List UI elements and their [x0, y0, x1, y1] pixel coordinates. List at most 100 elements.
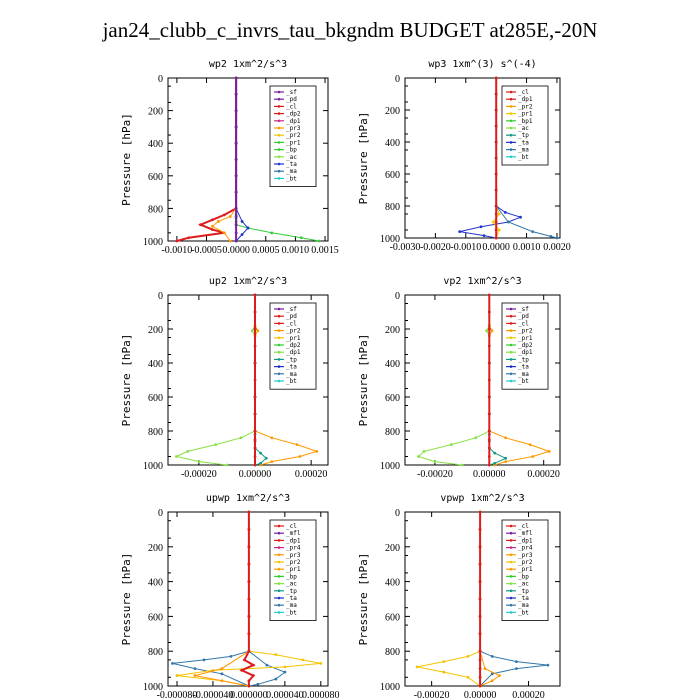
series-point: [490, 672, 494, 676]
legend-marker: [277, 611, 281, 614]
series-point: [225, 463, 229, 467]
series-point: [234, 239, 238, 243]
legend-marker: [277, 589, 281, 593]
legend-marker: [509, 141, 513, 144]
series-point: [442, 670, 446, 674]
x-tick-label: 0.00020: [512, 690, 545, 700]
y-tick-label: 200: [385, 543, 400, 554]
series-point: [478, 675, 482, 679]
legend-label: _dp2: [286, 342, 301, 349]
series-point: [250, 329, 254, 333]
y-tick-label: 0: [395, 74, 400, 85]
legend-marker: [509, 343, 513, 347]
legend-marker: [509, 379, 513, 383]
legend-marker: [509, 307, 513, 311]
legend-label: _ma: [286, 602, 297, 609]
legend-label: _dp1: [286, 349, 301, 356]
legend-marker: [509, 372, 513, 376]
series-point: [222, 213, 226, 217]
y-tick-label: 1000: [380, 461, 400, 472]
series-point: [253, 438, 257, 441]
series-point: [487, 446, 491, 450]
y-axis-label: Pressure [hPa]: [120, 113, 133, 206]
legend-label: _pr3: [518, 552, 533, 559]
x-tick-label: 0.00000: [464, 690, 497, 700]
series-point: [253, 344, 257, 348]
legend-label: _dp2: [286, 111, 301, 118]
x-tick-label: 0.00000: [239, 469, 272, 480]
series-point: [478, 510, 482, 514]
legend-marker: [509, 126, 513, 130]
series-point: [247, 562, 251, 566]
y-tick-label: 200: [148, 543, 163, 554]
series-point: [229, 655, 233, 658]
series-line-3: [479, 512, 501, 687]
legend-label: _pd: [286, 96, 297, 103]
series-point: [247, 649, 251, 653]
series-point: [247, 510, 251, 514]
legend-marker: [509, 603, 513, 607]
legend-marker: [509, 329, 513, 332]
legend-label: _cl: [518, 523, 529, 530]
series-point: [234, 207, 238, 210]
series-point: [504, 460, 508, 463]
series-point: [199, 223, 202, 227]
x-tick-label: 0.0000: [222, 245, 250, 256]
plot-frame: [167, 77, 329, 242]
legend-label: _cl: [286, 523, 297, 530]
legend-marker: [277, 148, 281, 151]
y-tick-label: 400: [148, 578, 163, 589]
series-point: [478, 658, 482, 662]
legend-label: _sf: [286, 89, 297, 96]
y-axis-label: Pressure [hPa]: [357, 112, 370, 205]
x-tick-label: 0.0020: [543, 242, 571, 253]
series-point: [247, 580, 251, 583]
series-point: [234, 223, 238, 227]
legend-marker: [509, 553, 513, 557]
legend-label: _sf: [286, 306, 297, 313]
legend-label: _cl: [518, 89, 529, 96]
y-tick-label: 200: [148, 107, 163, 118]
series-point: [547, 450, 551, 453]
legend-marker: [509, 582, 513, 585]
series-point: [487, 344, 491, 348]
series-point: [270, 460, 274, 463]
legend-label: _bp1: [518, 118, 533, 125]
legend-box: [501, 302, 549, 390]
chart-panel-3: up2 1xm^2/s^3 Pressure [hPa] 0 200 400 600 800…: [120, 276, 329, 480]
series-point: [175, 455, 178, 458]
series-point: [466, 655, 470, 658]
panel-title: upwp 1xm^2/s^3: [206, 493, 290, 504]
legend-box: [269, 519, 317, 621]
series-point: [216, 220, 220, 223]
legend-label: _bt: [286, 378, 297, 385]
series-point: [487, 412, 491, 416]
series-point: [211, 228, 214, 231]
legend-marker: [509, 350, 513, 354]
series-point: [497, 228, 501, 232]
legend-marker: [277, 596, 281, 600]
series-point: [253, 463, 257, 467]
series-point: [274, 653, 278, 657]
series-line-1: [172, 512, 250, 687]
series-point: [487, 361, 491, 365]
series-point: [295, 443, 299, 446]
series-point: [253, 310, 257, 314]
series-point: [274, 677, 278, 681]
legend-label: _pr1: [518, 566, 533, 573]
legend-marker: [277, 336, 281, 340]
legend-marker: [277, 524, 281, 528]
chart-panel-4: vp2 1xm^2/s^3 Pressure [hPa] 0 200 400 600 800…: [357, 276, 561, 480]
panel-title: up2 1xm^2/s^3: [209, 276, 287, 287]
x-tick-label: -0.0010: [450, 242, 481, 253]
series-point: [234, 92, 238, 96]
series-point: [422, 450, 426, 453]
legend-marker: [277, 603, 281, 607]
series-point: [253, 395, 257, 399]
legend-marker: [277, 90, 281, 94]
y-tick-label: 600: [148, 172, 163, 183]
series-point: [494, 108, 498, 112]
legend-label: _ma: [518, 147, 529, 154]
y-tick-label: 1000: [380, 682, 400, 693]
